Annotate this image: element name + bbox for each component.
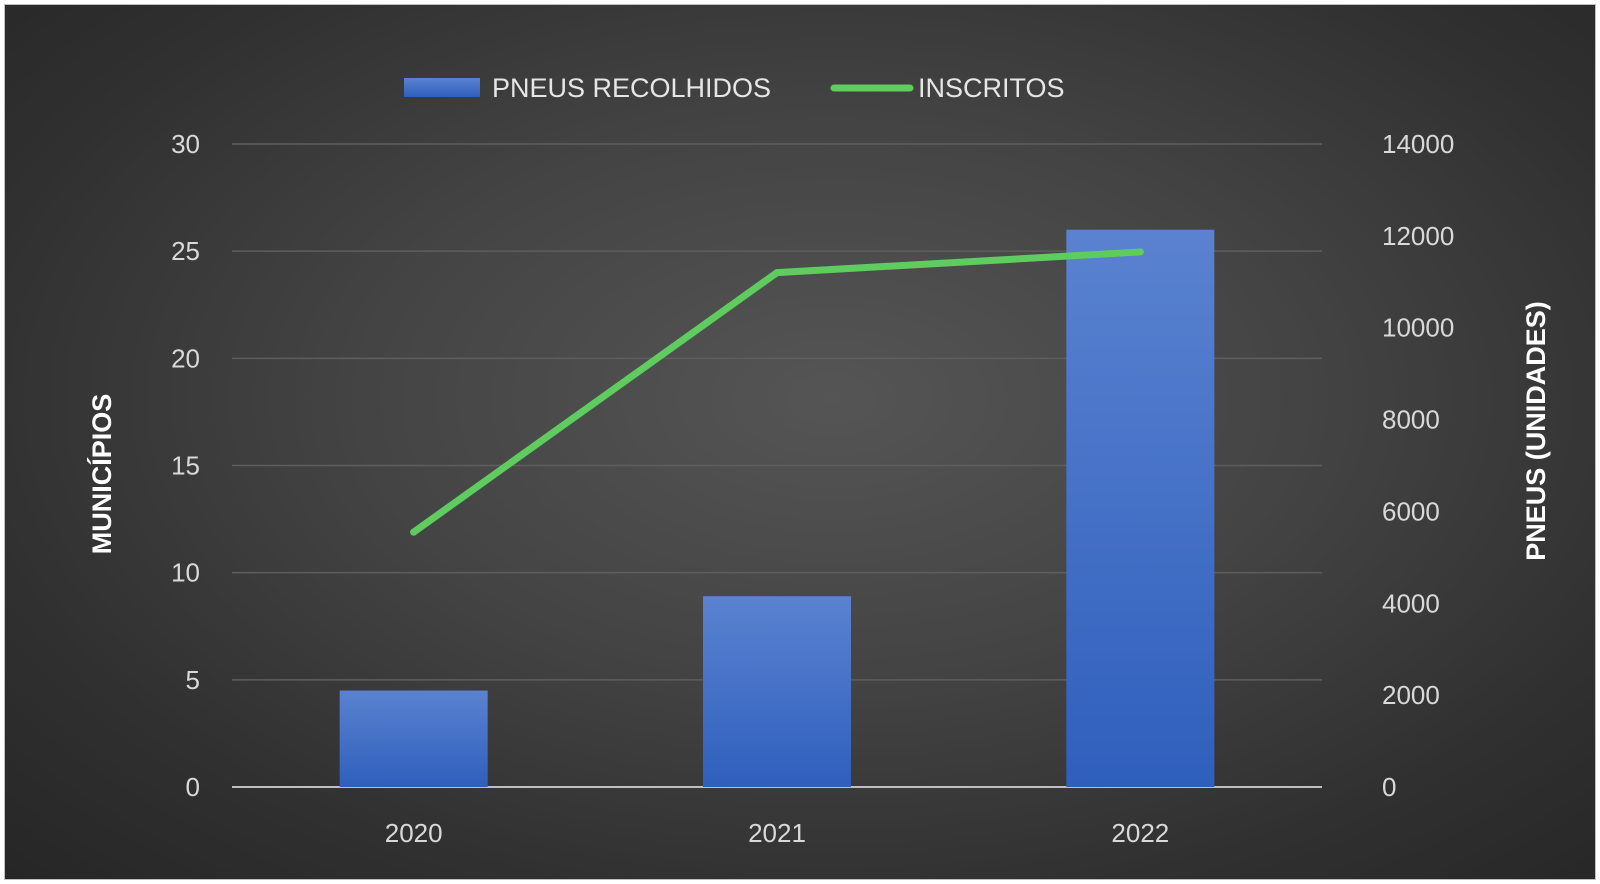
- y-right-tick-label: 2000: [1382, 680, 1440, 710]
- y-left-tick-label: 15: [171, 451, 200, 481]
- y-left-tick-label: 0: [186, 772, 200, 802]
- line-series: [410, 248, 1144, 536]
- x-tick-label: 2022: [1111, 818, 1169, 848]
- y-left-tick-label: 10: [171, 558, 200, 588]
- y-left-axis-title: MUNICÍPIOS: [86, 394, 117, 555]
- y-right-tick-label: 0: [1382, 772, 1396, 802]
- line-point: [1136, 248, 1144, 256]
- y-right-tick-label: 4000: [1382, 588, 1440, 618]
- y-left-tick-label: 5: [186, 665, 200, 695]
- legend-swatch-bar: [404, 78, 480, 97]
- axes: 0 5 10 15 20 25 30 0 2000 4000 6000 8000 10000 12000 1…: [86, 129, 1551, 848]
- y-left-tick-label: 25: [171, 236, 200, 266]
- x-tick-label: 2020: [385, 818, 443, 848]
- y-left-tick-label: 30: [171, 129, 200, 159]
- legend-label-bar: PNEUS RECOLHIDOS: [492, 73, 771, 103]
- legend: PNEUS RECOLHIDOS INSCRITOS: [404, 73, 1065, 103]
- legend-label-line: INSCRITOS: [918, 73, 1065, 103]
- y-right-tick-label: 8000: [1382, 405, 1440, 435]
- line-point: [410, 528, 418, 536]
- x-tick-label: 2021: [748, 818, 806, 848]
- bar: [703, 596, 851, 787]
- line-point: [773, 269, 781, 277]
- series-line: [410, 248, 1144, 536]
- bar: [339, 690, 488, 787]
- y-right-tick-label: 6000: [1382, 496, 1440, 526]
- y-left-tick-label: 20: [171, 343, 200, 373]
- bar: [1066, 229, 1215, 787]
- y-right-tick-label: 10000: [1382, 313, 1454, 343]
- y-right-tick-label: 14000: [1382, 129, 1454, 159]
- bar-series: [339, 229, 1215, 787]
- y-right-tick-label: 12000: [1382, 221, 1454, 251]
- y-right-axis-title: PNEUS (UNIDADES): [1521, 301, 1551, 561]
